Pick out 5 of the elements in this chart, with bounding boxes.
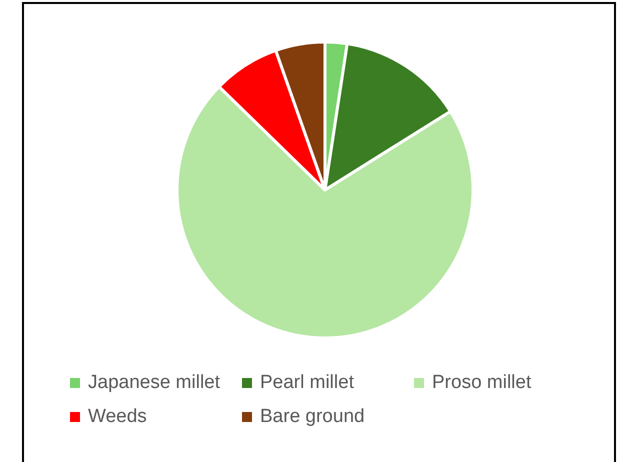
legend-label: Weeds (88, 406, 147, 428)
legend-label: Proso millet (432, 372, 532, 394)
legend-label: Bare ground (260, 406, 365, 428)
legend-label: Pearl millet (260, 372, 354, 394)
legend-label: Japanese millet (88, 372, 220, 394)
